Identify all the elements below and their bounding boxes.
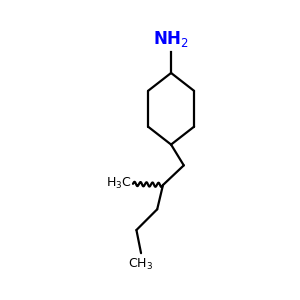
Text: NH$_2$: NH$_2$ (153, 29, 189, 49)
Text: H$_3$C: H$_3$C (106, 176, 132, 191)
Text: CH$_3$: CH$_3$ (128, 256, 154, 272)
